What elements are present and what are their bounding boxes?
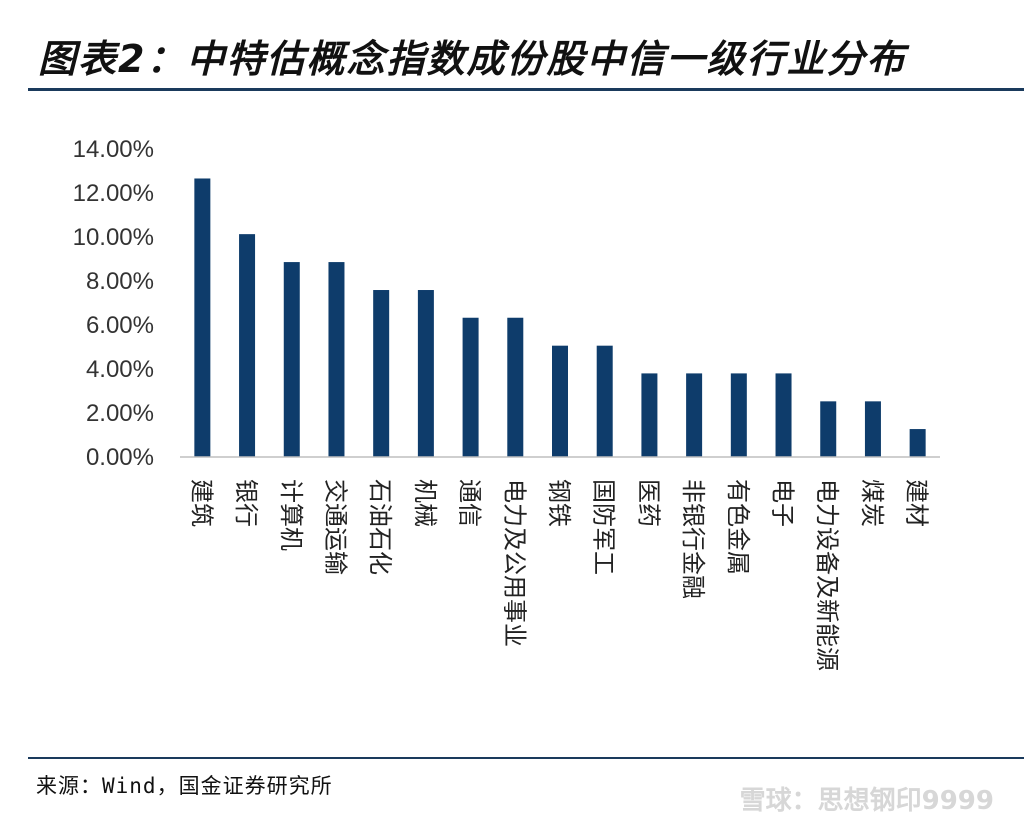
bar [194,178,211,458]
y-tick-label: 14.00% [73,136,154,163]
x-axis-labels: 建筑 银行 计算机 交通运输 石油石化 机械 通信 电力及公用事业 钢铁 国防军工 医药 非银行金融有… [187,479,930,671]
chart-title: 图表2：中特估概念指数成份股中信一级行业分布 [38,37,907,81]
watermark: 雪球：思想钢印9999 [739,786,994,816]
x-tick-label: 电子 [769,479,797,527]
bar [686,373,703,457]
x-tick-label: 计算机 [277,479,305,551]
x-tick-label: 医药 [634,479,662,527]
bar-chart: 0.00% 2.00% 4.00% 6.00% 8.00% 10.00% 12.00% 14.… [73,136,940,671]
y-tick-label: 10.00% [73,224,154,251]
bar [507,317,524,457]
bar [775,373,792,457]
source-note: 来源：Wind，国金证券研究所 [36,774,333,798]
bottom-divider [28,757,1024,759]
bar [373,290,390,457]
bar [417,290,434,457]
bar [552,345,568,457]
y-tick-label: 8.00% [86,268,154,295]
y-tick-label: 6.00% [86,312,154,339]
y-tick-label: 12.00% [73,180,154,207]
y-tick-label: 4.00% [86,356,154,383]
bar [462,317,479,457]
x-tick-label: 国防军工 [590,479,618,575]
x-tick-label: 石油石化 [366,479,394,575]
bar [730,373,747,457]
x-tick-label: 机械 [411,479,439,527]
x-tick-label: 煤炭 [858,479,886,527]
x-tick-label: 通信 [456,479,484,527]
x-tick-label: 银行 [232,479,260,527]
bars [194,178,926,458]
x-tick-label: 交通运输 [321,479,349,575]
y-tick-label: 0.00% [86,444,154,471]
x-tick-label: 电力设备及新能源 [813,479,841,671]
bar [641,373,658,457]
x-tick-label: 建材 [903,479,931,527]
top-divider [28,88,1024,91]
bar [283,262,300,457]
y-tick-label: 2.00% [86,400,154,427]
bar [596,345,613,457]
x-tick-label: 非银行金融 [679,479,707,599]
y-axis-ticks: 0.00% 2.00% 4.00% 6.00% 8.00% 10.00% 12.00% 14.… [73,136,154,471]
bar [328,262,345,457]
bar [239,234,256,457]
x-tick-label: 有色金属 [724,479,752,575]
bar [909,429,926,457]
x-tick-label: 电力及公用事业 [500,479,528,647]
x-tick-label: 建筑 [187,479,215,527]
x-tick-label: 钢铁 [545,479,573,527]
bar [820,401,837,457]
bar [864,401,881,457]
